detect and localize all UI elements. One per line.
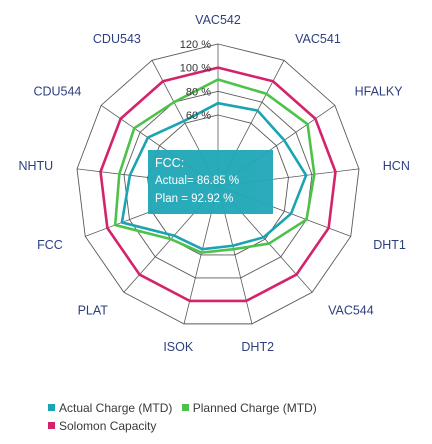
tooltip-actual: Actual= 86.85 % <box>155 175 240 187</box>
tooltip-plan: Plan = 92.92 % <box>155 193 234 205</box>
tick-label-60: 60 % <box>186 110 211 122</box>
category-label-hfalky: HFALKY <box>355 85 404 99</box>
category-label-fcc: FCC <box>37 238 63 252</box>
grid-ring-120 <box>76 43 360 325</box>
series-1-line[interactable] <box>113 78 316 254</box>
radial-tick-labels: 60 % 80 % 100 % 120 % <box>180 39 211 122</box>
tick-label-100: 100 % <box>180 63 211 75</box>
legend: Actual Charge (MTD) Planned Charge (MTD)… <box>48 399 428 435</box>
category-labels: VAC542 VAC541 HFALKY HCN DHT1 VAC544 DHT2 ISOK P… <box>18 13 409 354</box>
legend-swatch-planned <box>181 404 189 411</box>
legend-swatch-actual <box>48 404 55 411</box>
category-label-dht1: DHT1 <box>373 238 406 252</box>
tick-label-120: 120 % <box>180 39 211 51</box>
category-label-vac541: VAC541 <box>295 32 341 46</box>
radar-series <box>99 66 337 303</box>
grid-ring-80 <box>123 90 313 279</box>
category-label-cdu544: CDU544 <box>33 85 81 99</box>
legend-row-1: Actual Charge (MTD) Planned Charge (MTD) <box>48 399 428 417</box>
legend-row-2: Solomon Capacity <box>48 417 428 435</box>
legend-swatch-solomon <box>48 422 55 429</box>
category-label-dht2: DHT2 <box>241 340 274 354</box>
tooltip-title: FCC: <box>155 156 185 170</box>
tick-label-80: 80 % <box>186 86 211 98</box>
legend-label-solomon: Solomon Capacity <box>59 419 157 433</box>
category-label-vac544: VAC544 <box>328 303 374 317</box>
category-label-isok: ISOK <box>163 340 194 354</box>
category-label-vac542: VAC542 <box>195 13 241 27</box>
category-label-hcn: HCN <box>383 159 410 173</box>
category-label-plat: PLAT <box>78 303 109 317</box>
category-label-cdu543: CDU543 <box>93 32 141 46</box>
legend-label-actual: Actual Charge (MTD) <box>59 401 173 415</box>
legend-item-solomon[interactable]: Solomon Capacity <box>48 417 156 435</box>
legend-item-planned[interactable]: Planned Charge (MTD) <box>181 399 317 417</box>
series-0-line[interactable] <box>120 101 308 251</box>
category-label-nhtu: NHTU <box>18 159 53 173</box>
legend-label-planned: Planned Charge (MTD) <box>192 401 317 415</box>
series-2-line[interactable] <box>99 66 337 303</box>
legend-item-actual[interactable]: Actual Charge (MTD) <box>48 399 172 417</box>
fcc-tooltip: FCC: Actual= 86.85 % Plan = 92.92 % <box>148 150 273 214</box>
